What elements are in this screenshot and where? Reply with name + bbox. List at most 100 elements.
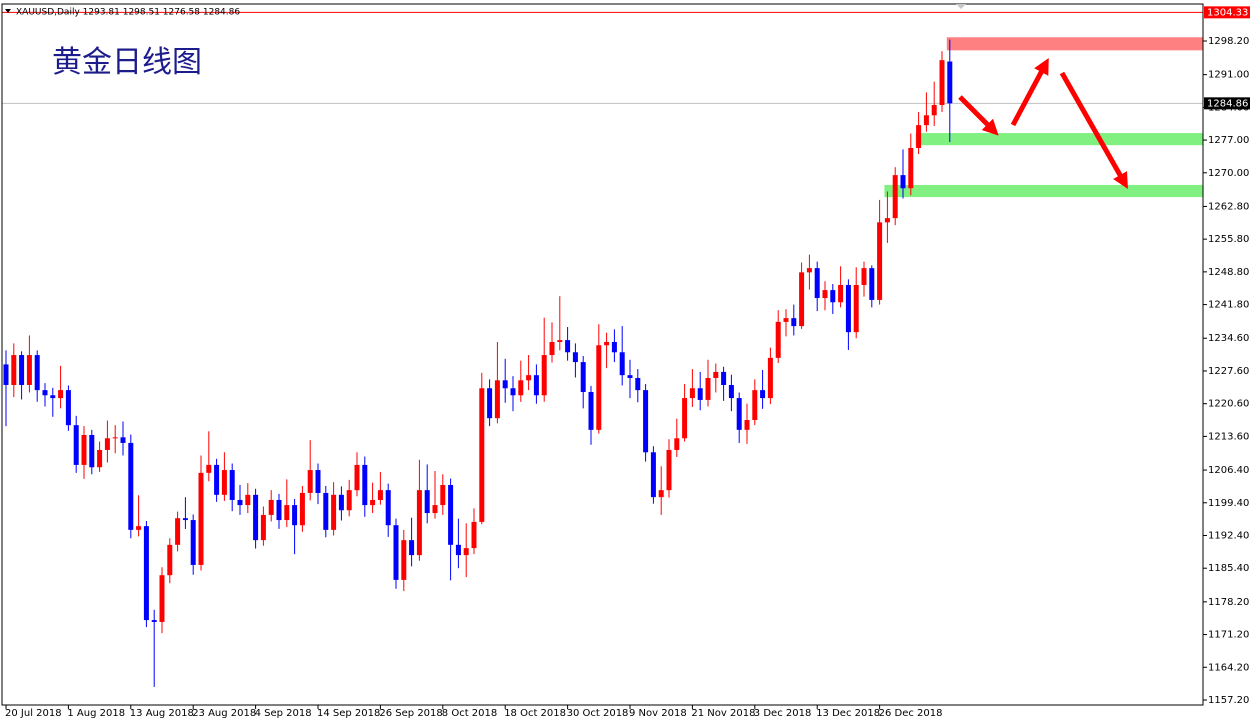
candle-body xyxy=(19,355,25,385)
candle-body xyxy=(588,391,594,430)
candle-body xyxy=(479,388,485,522)
y-tick-label: 1248.80 xyxy=(1208,267,1249,278)
candle-body xyxy=(58,390,64,399)
price-label-box xyxy=(1204,6,1250,19)
y-tick-label: 1241.80 xyxy=(1208,300,1249,311)
y-tick-label: 1206.40 xyxy=(1208,465,1249,476)
y-tick-label: 1199.40 xyxy=(1208,498,1249,509)
candle-body xyxy=(572,352,578,363)
candle-body xyxy=(214,464,220,495)
x-tick-label: 8 Oct 2018 xyxy=(442,708,497,719)
y-tick-label: 1157.20 xyxy=(1208,695,1249,706)
candle-body xyxy=(728,384,734,399)
candle-body xyxy=(3,364,9,385)
candle-body xyxy=(292,505,298,526)
candle-body xyxy=(502,380,508,389)
candle-body xyxy=(494,380,500,419)
candle-body xyxy=(814,268,820,299)
candle-body xyxy=(471,521,477,549)
x-tick-label: 18 Oct 2018 xyxy=(504,708,566,719)
candle-body xyxy=(791,318,797,327)
x-tick-label: 13 Aug 2018 xyxy=(130,708,194,719)
candle-body xyxy=(97,449,103,468)
candle-body xyxy=(331,494,337,530)
plot xyxy=(2,11,1203,687)
candle-body xyxy=(151,620,157,622)
candle-body xyxy=(884,218,890,223)
price-label: 1284.86 xyxy=(1207,98,1248,109)
candle-body xyxy=(877,222,883,300)
candle-body xyxy=(689,388,695,399)
candle-body xyxy=(143,526,149,621)
y-tick-label: 1291.00 xyxy=(1208,70,1249,81)
candle-body xyxy=(463,548,469,556)
candle-body xyxy=(307,470,313,493)
candle-body xyxy=(627,375,633,378)
candle-body xyxy=(385,490,391,526)
candle-body xyxy=(268,499,274,515)
candle-body xyxy=(424,490,430,514)
candle-body xyxy=(838,284,844,303)
candle-body xyxy=(338,494,344,511)
candle-body xyxy=(643,390,649,453)
candle-body xyxy=(198,472,204,565)
x-tick-label: 4 Sep 2018 xyxy=(255,708,312,719)
chart-title: 黄金日线图 xyxy=(52,45,202,80)
candle-body xyxy=(253,494,259,541)
y-tick-label: 1255.80 xyxy=(1208,234,1249,245)
candle-body xyxy=(705,377,711,400)
candle-body xyxy=(939,60,945,106)
y-tick-label: 1192.40 xyxy=(1208,530,1249,541)
y-tick-label: 1213.60 xyxy=(1208,431,1249,442)
candle-body xyxy=(432,505,438,514)
candle-body xyxy=(775,321,781,358)
candle-body xyxy=(276,499,282,521)
candle-body xyxy=(401,540,407,580)
candle-body xyxy=(42,390,48,396)
candle-body xyxy=(908,148,914,189)
candle-body xyxy=(541,355,547,396)
candle-body xyxy=(580,362,586,392)
candle-body xyxy=(830,290,836,303)
candle-body xyxy=(245,494,251,506)
candle-body xyxy=(81,434,87,465)
candle-body xyxy=(393,525,399,580)
y-tick-label: 1262.80 xyxy=(1208,201,1249,212)
candle-body xyxy=(175,518,181,545)
candle-body xyxy=(34,355,40,391)
candle-body xyxy=(73,425,79,465)
candle-body xyxy=(167,544,173,576)
candle-body xyxy=(354,464,360,491)
x-tick-label: 13 Dec 2018 xyxy=(816,708,880,719)
candle-body xyxy=(853,284,859,333)
candle-body xyxy=(869,268,875,300)
candle-body xyxy=(284,505,290,521)
candle-body xyxy=(221,470,227,495)
candle-body xyxy=(713,371,719,378)
candle-body xyxy=(619,352,625,376)
candle-body xyxy=(533,375,539,396)
candle-body xyxy=(182,518,188,521)
candle-body xyxy=(104,438,110,450)
candle-body xyxy=(549,341,555,356)
candle-body xyxy=(299,492,305,526)
candle-body xyxy=(159,575,165,622)
candle-body xyxy=(190,520,196,565)
arrow xyxy=(1010,57,1049,127)
candle-body xyxy=(128,442,134,530)
candle-body xyxy=(526,375,532,381)
candle-body xyxy=(767,357,773,399)
candle-body xyxy=(416,490,422,556)
candle-body xyxy=(518,380,524,396)
candle-body xyxy=(120,437,126,443)
candle-body xyxy=(136,526,142,530)
candle-body xyxy=(65,390,71,426)
arrow xyxy=(1059,71,1128,189)
candle-body xyxy=(611,341,617,353)
candle-body xyxy=(861,268,867,285)
candle-body xyxy=(697,388,703,400)
candle-body xyxy=(565,340,571,353)
candle-body xyxy=(799,272,805,327)
candle-body xyxy=(237,499,243,506)
